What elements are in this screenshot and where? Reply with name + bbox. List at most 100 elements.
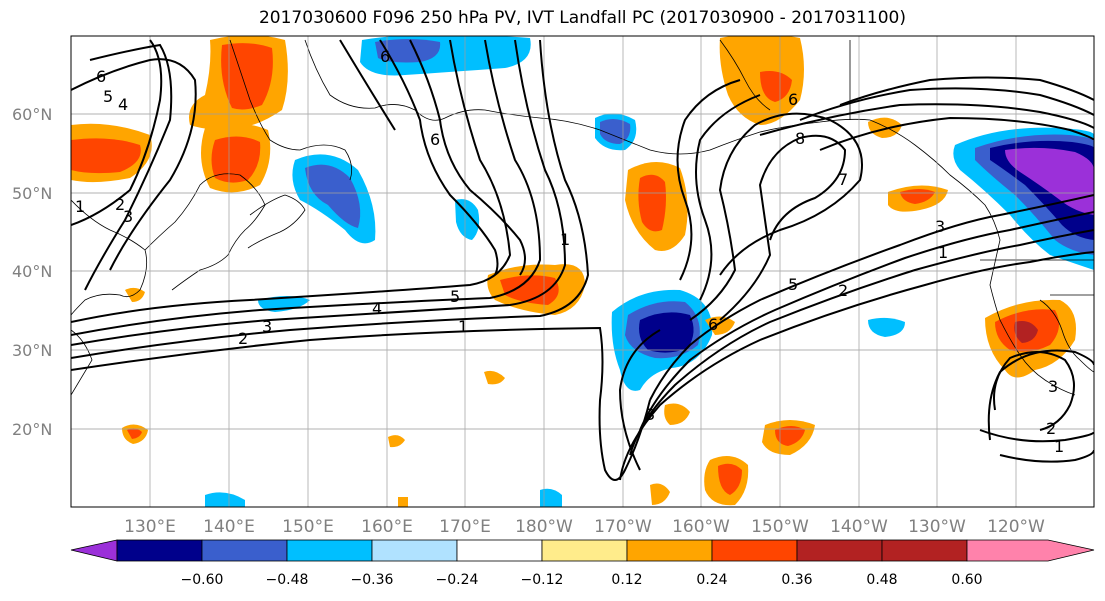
contour-label: 3 xyxy=(1048,377,1058,396)
colorbar-segment xyxy=(796,539,883,562)
lat-label: 30°N xyxy=(12,341,52,360)
contour-label: 6 xyxy=(708,315,718,334)
colorbar-segment xyxy=(286,539,373,562)
shade-blob xyxy=(639,312,694,353)
shade-blob xyxy=(258,296,310,312)
colorbar-segment xyxy=(541,539,628,562)
colorbar-tick-label: −0.60 xyxy=(181,572,224,588)
colorbar-segment xyxy=(711,539,798,562)
map-title: 2017030600 F096 250 hPa PV, IVT Landfall… xyxy=(258,8,906,28)
lat-axis: 60°N 50°N 40°N 30°N 20°N xyxy=(12,105,52,439)
colorbar-extend-low xyxy=(70,539,118,562)
contour-label: 5 xyxy=(450,287,460,306)
colorbar-segment xyxy=(456,539,543,562)
lat-label: 40°N xyxy=(12,262,52,281)
shade-blob xyxy=(638,174,666,232)
lon-label: 160°E xyxy=(361,517,413,537)
colorbar-segment xyxy=(201,539,288,562)
shade-blob xyxy=(650,483,670,505)
shade-blob xyxy=(127,428,142,439)
shade-blob xyxy=(705,316,735,335)
shade-blob xyxy=(305,164,361,228)
contour-label: 3 xyxy=(935,217,945,236)
shade-blob xyxy=(375,39,441,63)
contour-label: 7 xyxy=(838,170,848,189)
contour-labels: 6 5 4 6 1 2 3 5 4 3 2 1 6 1 6 8 7 3 1 5 … xyxy=(75,47,1064,456)
shade-blob xyxy=(664,403,690,425)
lon-label: 140°E xyxy=(203,517,255,537)
colorbar-tick-label: 0.12 xyxy=(611,572,642,588)
contour-label: 5 xyxy=(103,87,113,106)
contour-label: 1 xyxy=(938,243,948,262)
lon-label: 130°E xyxy=(124,517,176,537)
contour-label: 1 xyxy=(1054,437,1064,456)
contour-label: 2 xyxy=(1046,419,1056,438)
contour-label: 6 xyxy=(96,67,106,86)
shade-blob xyxy=(775,426,805,446)
colorbar-ticks: −0.60 −0.48 −0.36 −0.24 −0.12 0.12 0.24 … xyxy=(181,572,983,588)
contour-label: 2 xyxy=(238,329,248,348)
lon-label: 160°W xyxy=(672,517,730,537)
pv-contours xyxy=(71,39,1094,481)
lon-axis: 130°E 140°E 150°E 160°E 170°E 180°W 170°… xyxy=(124,517,1045,537)
shade-blob xyxy=(1005,147,1094,215)
shade-blob xyxy=(484,370,505,385)
contour-label: 6 xyxy=(788,90,798,109)
shade-blob xyxy=(71,138,141,174)
shade-blob xyxy=(718,463,742,495)
contour-label: 3 xyxy=(645,405,655,424)
colorbar-segment xyxy=(881,539,968,562)
graticule xyxy=(71,36,1094,507)
shade-blob xyxy=(760,71,792,102)
shade-blob xyxy=(398,497,408,507)
lon-label: 150°W xyxy=(751,517,809,537)
colorbar-segment xyxy=(371,539,458,562)
shade-blob xyxy=(1014,321,1038,343)
colorbar-tick-label: −0.12 xyxy=(521,572,564,588)
lat-label: 20°N xyxy=(12,420,52,439)
colorbar-extend-high xyxy=(966,539,1095,562)
lon-label: 170°W xyxy=(594,517,652,537)
contour-label: 4 xyxy=(118,95,128,114)
colorbar-tick-label: 0.24 xyxy=(696,572,727,588)
contour-label: 1 xyxy=(75,197,85,216)
lon-label: 150°E xyxy=(282,517,334,537)
shade-blob xyxy=(205,492,245,507)
lon-label: 140°W xyxy=(830,517,888,537)
shade-blob xyxy=(455,199,480,240)
lon-label: 120°W xyxy=(987,517,1045,537)
contour-label: 5 xyxy=(788,275,798,294)
colorbar-tick-label: 0.48 xyxy=(866,572,897,588)
shade-blob xyxy=(540,488,562,507)
contour-label: 2 xyxy=(838,281,848,300)
contour-label: 2 xyxy=(115,195,125,214)
coastlines xyxy=(71,39,1094,396)
shade-blob xyxy=(868,317,905,337)
lat-label: 50°N xyxy=(12,184,52,203)
contour-label: 6 xyxy=(430,130,440,149)
contour-label: 3 xyxy=(262,317,272,336)
shade-blob xyxy=(211,136,261,183)
lon-label: 170°E xyxy=(439,517,491,537)
map-frame xyxy=(70,35,1095,508)
shade-blob xyxy=(388,435,405,448)
contour-label: 1 xyxy=(560,230,570,249)
contour-label: 6 xyxy=(380,47,390,66)
colorbar-tick-label: −0.48 xyxy=(266,572,309,588)
lon-label: 180°W xyxy=(515,517,573,537)
contour-label: 1 xyxy=(458,317,468,336)
colorbar-segment xyxy=(116,539,203,562)
colorbar-tick-label: 0.36 xyxy=(781,572,812,588)
contour-label: 3 xyxy=(123,207,133,226)
contour-label: 8 xyxy=(795,129,805,148)
colorbar-tick-label: −0.24 xyxy=(436,572,479,588)
colorbar xyxy=(70,539,1095,562)
colorbar-tick-label: −0.36 xyxy=(351,572,394,588)
colorbar-tick-label: 0.60 xyxy=(951,572,982,588)
contour-label: 4 xyxy=(372,299,382,318)
lat-label: 60°N xyxy=(12,105,52,124)
lon-label: 130°W xyxy=(908,517,966,537)
shade-blob xyxy=(221,43,273,110)
colorbar-segment xyxy=(626,539,713,562)
